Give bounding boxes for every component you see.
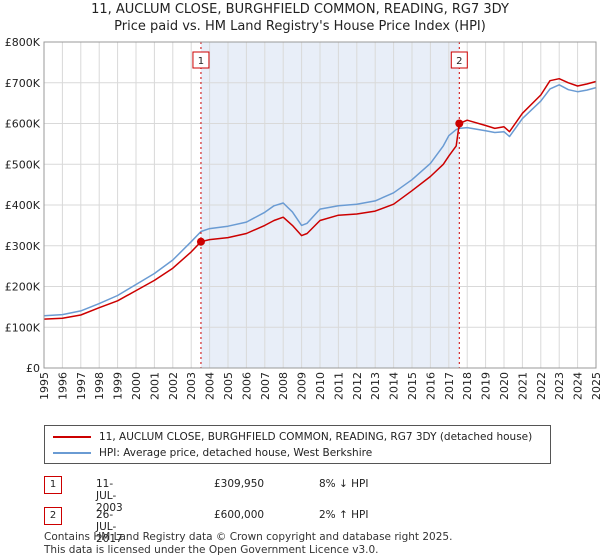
x-tick-label: 1997 <box>75 372 88 400</box>
y-tick-label: £700K <box>5 77 41 90</box>
y-tick-label: £100K <box>5 321 41 334</box>
legend-label-hpi: HPI: Average price, detached house, West… <box>99 447 373 459</box>
legend-swatch-property <box>53 436 91 438</box>
x-tick-label: 2018 <box>461 372 474 400</box>
hpi-line <box>43 84 597 317</box>
x-tick-label: 2023 <box>553 372 566 400</box>
x-tick-label: 2025 <box>590 372 600 400</box>
legend: 11, AUCLUM CLOSE, BURGHFIELD COMMON, REA… <box>44 425 551 464</box>
price-chart: 1 2 £0 £100K £200K £300K £400K £500K £600K £700K… <box>5 36 600 400</box>
chart-subtitle: Price paid vs. HM Land Registry's House … <box>114 19 486 34</box>
sale-marker-badge <box>192 51 210 69</box>
x-tick-label: 2000 <box>130 372 143 400</box>
x-tick-label: 2014 <box>388 372 401 400</box>
x-tick-label: 2022 <box>535 372 548 400</box>
x-tick-label: 1996 <box>56 372 69 400</box>
x-tick-label: 2006 <box>240 372 253 400</box>
x-tick-label: 2012 <box>351 372 364 400</box>
legend-item-hpi: HPI: Average price, detached house, West… <box>53 445 372 461</box>
x-tick-label: 2020 <box>498 372 511 400</box>
x-tick-label: 2009 <box>296 372 309 400</box>
x-tick-label: 2010 <box>314 372 327 400</box>
chart-title: 11, AUCLUM CLOSE, BURGHFIELD COMMON, REA… <box>91 2 509 17</box>
y-tick-label: £600K <box>5 118 41 131</box>
x-tick-label: 2015 <box>406 372 419 400</box>
x-tick-label: 2021 <box>516 372 529 400</box>
y-tick-label: £800K <box>5 36 41 49</box>
sale-marker-label: 1 <box>198 56 204 67</box>
sale-marker-label: 2 <box>456 56 462 67</box>
transaction-date: 11-JUL-2003 <box>96 478 123 514</box>
x-tick-label: 2008 <box>277 372 290 400</box>
property-price-line <box>43 77 597 320</box>
x-tick-label: 2007 <box>259 372 272 400</box>
x-tick-label: 2024 <box>572 372 585 400</box>
x-tick-label: 2003 <box>185 372 198 400</box>
transaction-hpi-comparison: 2% ↑ HPI <box>319 509 369 521</box>
x-tick-label: 2005 <box>222 372 235 400</box>
plot-frame <box>43 41 597 369</box>
transaction-price: £600,000 <box>214 509 265 521</box>
y-tick-label: £500K <box>5 158 41 171</box>
transaction-date: 26-JUL-2017 <box>96 509 123 545</box>
x-tick-label: 2019 <box>480 372 493 400</box>
x-tick-label: 2011 <box>332 372 345 400</box>
x-tick-label: 2002 <box>167 372 180 400</box>
y-tick-label: £200K <box>5 281 41 294</box>
sale-point <box>455 119 464 128</box>
transaction-number-badge: 1 <box>44 476 62 494</box>
transaction-number-badge: 2 <box>44 507 62 525</box>
legend-swatch-hpi <box>53 452 91 454</box>
sale-marker-badge <box>450 51 468 69</box>
x-tick-label: 1999 <box>112 372 125 400</box>
y-tick-label: £300K <box>5 240 41 253</box>
x-tick-label: 2001 <box>148 372 161 400</box>
transaction-price: £309,950 <box>214 478 265 490</box>
sale-point <box>196 237 205 246</box>
footer-copyright: Contains HM Land Registry data © Crown c… <box>44 531 453 543</box>
transaction-hpi-comparison: 8% ↓ HPI <box>319 478 369 490</box>
y-tick-label: £0 <box>26 362 40 375</box>
x-tick-label: 1998 <box>93 372 106 400</box>
y-tick-label: £400K <box>5 199 41 212</box>
x-tick-label: 2016 <box>424 372 437 400</box>
footer-licence: This data is licensed under the Open Gov… <box>44 544 379 556</box>
x-tick-label: 2004 <box>204 372 217 400</box>
legend-label-property: 11, AUCLUM CLOSE, BURGHFIELD COMMON, REA… <box>99 431 533 443</box>
x-tick-label: 1995 <box>38 372 51 400</box>
x-tick-label: 2013 <box>369 372 382 400</box>
legend-item-property: 11, AUCLUM CLOSE, BURGHFIELD COMMON, REA… <box>53 429 532 445</box>
x-tick-label: 2017 <box>443 372 456 400</box>
